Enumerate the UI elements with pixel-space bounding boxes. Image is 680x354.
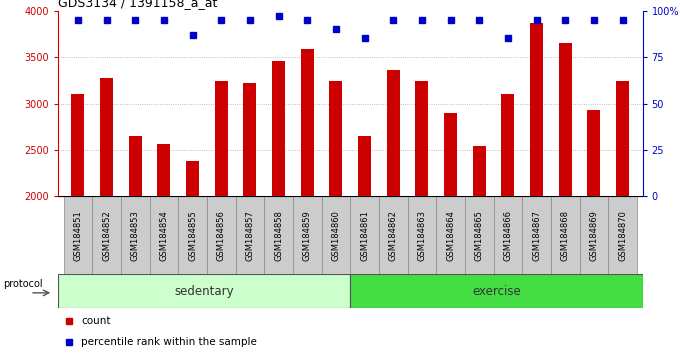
Text: GSM184862: GSM184862: [389, 210, 398, 261]
Bar: [58, 274, 350, 308]
Text: GSM184855: GSM184855: [188, 210, 197, 261]
Text: GSM184852: GSM184852: [102, 210, 111, 261]
Bar: [265, 196, 293, 274]
Bar: [415, 81, 428, 196]
Text: percentile rank within the sample: percentile rank within the sample: [81, 337, 257, 348]
Text: protocol: protocol: [3, 279, 43, 289]
Bar: [522, 196, 551, 274]
Text: GSM184857: GSM184857: [245, 210, 254, 261]
Text: GSM184856: GSM184856: [217, 210, 226, 261]
Text: GSM184867: GSM184867: [532, 210, 541, 261]
Bar: [379, 196, 407, 274]
Text: GSM184864: GSM184864: [446, 210, 455, 261]
Text: GSM184860: GSM184860: [331, 210, 341, 261]
Bar: [387, 70, 400, 196]
Text: GSM184863: GSM184863: [418, 210, 426, 261]
Text: GSM184865: GSM184865: [475, 210, 483, 261]
Bar: [616, 81, 629, 196]
Text: sedentary: sedentary: [174, 285, 234, 298]
Text: GSM184866: GSM184866: [503, 210, 512, 261]
Bar: [243, 83, 256, 196]
Text: GDS3134 / 1391158_a_at: GDS3134 / 1391158_a_at: [58, 0, 217, 10]
Bar: [322, 196, 350, 274]
Bar: [235, 196, 265, 274]
Bar: [559, 43, 572, 196]
Bar: [92, 196, 121, 274]
Bar: [100, 78, 113, 196]
Bar: [551, 196, 579, 274]
Text: GSM184869: GSM184869: [590, 210, 598, 261]
Text: exercise: exercise: [472, 285, 521, 298]
Bar: [63, 196, 92, 274]
Text: GSM184858: GSM184858: [274, 210, 283, 261]
Text: GSM184868: GSM184868: [561, 210, 570, 261]
Bar: [272, 61, 285, 196]
Bar: [157, 143, 170, 196]
Bar: [129, 136, 141, 196]
Bar: [473, 146, 486, 196]
Bar: [530, 23, 543, 196]
Text: GSM184861: GSM184861: [360, 210, 369, 261]
Bar: [207, 196, 235, 274]
Bar: [71, 94, 84, 196]
Bar: [186, 161, 199, 196]
Bar: [436, 196, 465, 274]
Text: GSM184851: GSM184851: [73, 210, 82, 261]
Bar: [608, 196, 637, 274]
Bar: [178, 196, 207, 274]
Bar: [121, 196, 150, 274]
Bar: [301, 49, 313, 196]
Bar: [407, 196, 436, 274]
Bar: [444, 113, 457, 196]
Text: GSM184854: GSM184854: [159, 210, 169, 261]
Bar: [494, 196, 522, 274]
Bar: [293, 196, 322, 274]
Bar: [579, 196, 608, 274]
Bar: [329, 81, 342, 196]
Text: GSM184853: GSM184853: [131, 210, 139, 261]
Bar: [350, 196, 379, 274]
Text: GSM184870: GSM184870: [618, 210, 627, 261]
Text: count: count: [81, 316, 111, 326]
Bar: [358, 136, 371, 196]
Bar: [501, 94, 514, 196]
Bar: [588, 110, 600, 196]
Bar: [215, 81, 228, 196]
Bar: [150, 196, 178, 274]
Bar: [350, 274, 643, 308]
Text: GSM184859: GSM184859: [303, 210, 311, 261]
Bar: [465, 196, 494, 274]
